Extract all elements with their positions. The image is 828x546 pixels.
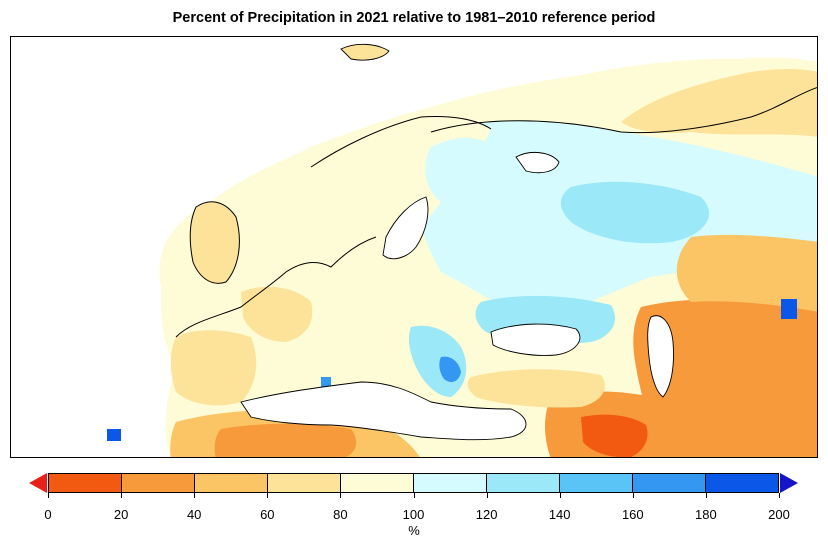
colorbar-tick (486, 493, 488, 498)
colorbar-segment-4 (340, 474, 413, 492)
coastline-iceland (340, 43, 390, 61)
colorbar-tick (559, 493, 561, 498)
caspian-dry-region (633, 299, 817, 457)
coastline-europe (175, 87, 817, 338)
colorbar-segment-9 (705, 474, 778, 492)
caspian-wet-spot (781, 299, 797, 319)
middle-east-very-dry (581, 414, 648, 457)
france-region (241, 286, 313, 342)
colorbar-tick (121, 493, 123, 498)
colorbar-tick-label: 60 (260, 507, 275, 522)
colorbar-segment-1 (121, 474, 194, 492)
turkey-region (467, 369, 605, 408)
colorbar-tick (413, 493, 415, 498)
colorbar-tick (48, 493, 49, 498)
colorbar-unit-label: % (408, 523, 420, 538)
colorbar-ticks (48, 493, 780, 499)
sardinia-wet-spot (321, 377, 331, 391)
iberia-region (170, 330, 257, 406)
baltic-sea (382, 196, 429, 260)
precipitation-map (10, 36, 818, 458)
caspian-sea (647, 315, 674, 398)
colorbar-under-arrow (29, 473, 47, 493)
colorbar-tick-label: 100 (402, 507, 425, 522)
coastline-uk (189, 201, 240, 284)
colorbar-tick-label: 40 (186, 507, 202, 522)
greece-very-wet (439, 356, 461, 383)
colorbar-tick (779, 493, 780, 498)
arctic-coast-region (621, 68, 817, 137)
finland-region (425, 137, 488, 209)
colorbar-segment-0 (49, 474, 121, 492)
mediterranean-sea (240, 381, 527, 441)
colorbar-segment-3 (267, 474, 340, 492)
white-sea (515, 151, 560, 174)
atlantic-islands-spot (107, 429, 121, 441)
colorbar-tick (340, 493, 342, 498)
colorbar-tick-label: 0 (44, 507, 52, 522)
colorbar-tick-label: 20 (113, 507, 129, 522)
colorbar-over-arrow (780, 473, 798, 493)
colorbar-tick-label: 180 (695, 507, 717, 522)
colorbar-tick-label: 120 (475, 507, 498, 522)
colorbar-tick (194, 493, 196, 498)
colorbar-tick-label: 140 (548, 507, 571, 522)
map-canvas (107, 43, 817, 457)
colorbar-segment-5 (413, 474, 486, 492)
russia-wetter-patch (560, 181, 710, 244)
black-sea (490, 323, 581, 356)
north-africa-very-dry (214, 423, 357, 457)
british-isles-region (190, 201, 240, 284)
colorbar-tick-label: 160 (621, 507, 644, 522)
colorbar (48, 473, 779, 493)
colorbar-tick-labels: 0 20 40 60 80 100 120 140 160 180 200 (44, 507, 789, 523)
kazakh-dry-region (676, 234, 817, 312)
colorbar-segment-2 (194, 474, 267, 492)
colorbar-tick-label: 80 (333, 507, 348, 522)
colorbar-tick (267, 493, 269, 498)
colorbar-tick (632, 493, 634, 498)
colorbar-segment-8 (632, 474, 705, 492)
colorbar-tick (705, 493, 707, 498)
colorbar-tick-label: 200 (768, 507, 790, 522)
colorbar-segment-6 (486, 474, 559, 492)
colorbar-segment-7 (559, 474, 632, 492)
map-title: Percent of Precipitation in 2021 relativ… (172, 10, 656, 26)
